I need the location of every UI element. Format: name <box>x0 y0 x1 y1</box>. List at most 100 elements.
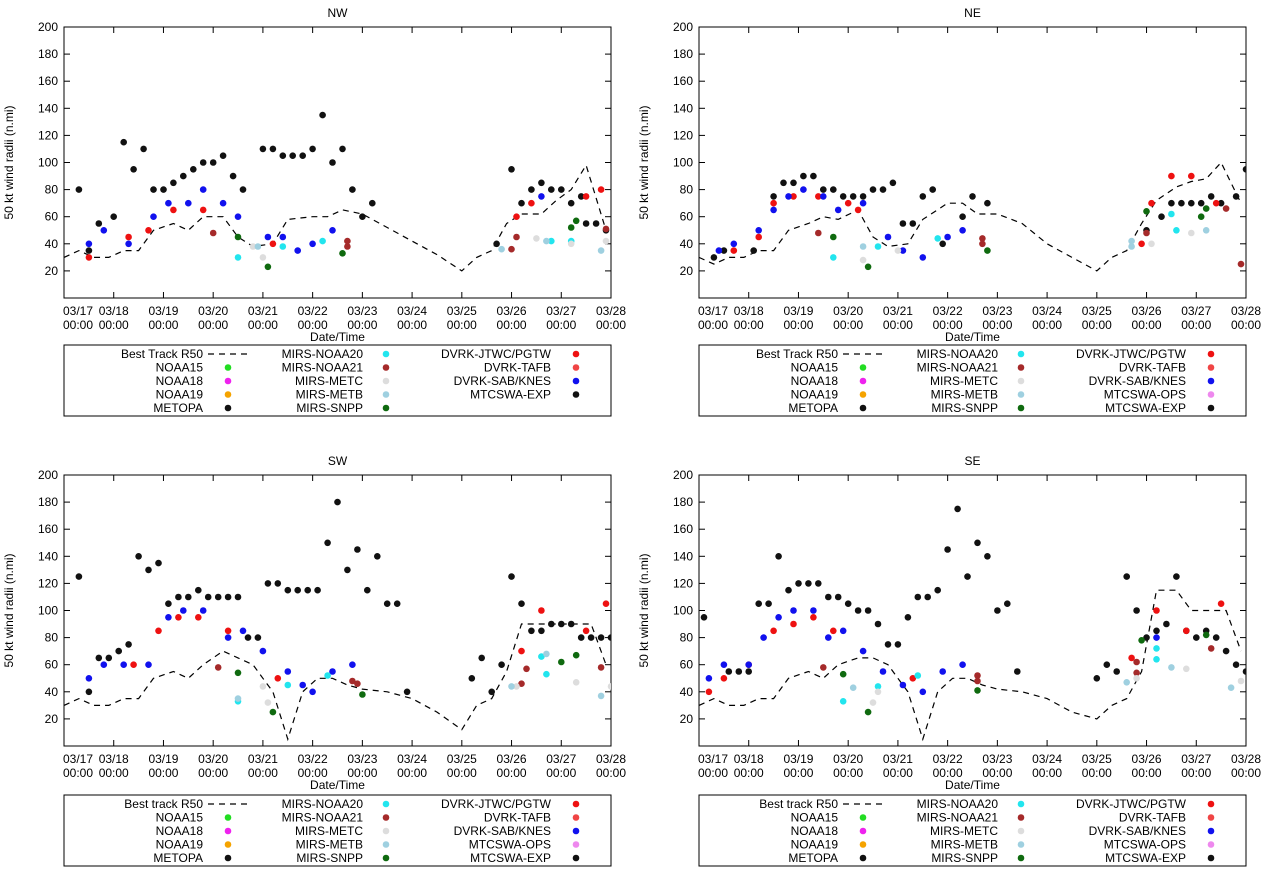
data-point <box>884 641 892 648</box>
data-point <box>710 254 718 261</box>
legend-marker <box>572 841 580 848</box>
data-point <box>115 647 122 655</box>
data-point <box>145 661 152 668</box>
y-tick-label: 60 <box>680 658 694 672</box>
data-point <box>1158 213 1165 220</box>
data-point <box>919 193 927 200</box>
panel-nw: NW2040608010012014016018020003/1700:0003… <box>2 6 630 417</box>
data-point <box>110 213 117 220</box>
x-tick-date-label: 03/22 <box>298 304 328 318</box>
data-point <box>1253 675 1260 682</box>
data-point <box>800 186 807 193</box>
legend-label: Best track R50 <box>759 797 838 811</box>
y-tick-label: 20 <box>680 712 694 726</box>
data-point <box>1188 229 1195 237</box>
data-point <box>839 670 847 678</box>
x-tick-date-label: 03/26 <box>497 304 527 318</box>
legend-frame <box>63 794 612 867</box>
y-tick-label: 60 <box>45 210 59 224</box>
legend-marker <box>572 377 580 385</box>
x-tick-time-label: 00:00 <box>248 766 278 780</box>
x-tick-date-label: 03/24 <box>1032 752 1062 766</box>
x-tick-time-label: 00:00 <box>596 766 626 780</box>
data-point <box>1168 172 1175 180</box>
legend-frame <box>698 344 1247 417</box>
legend-marker <box>382 841 390 848</box>
legend-marker <box>1207 827 1215 835</box>
data-point <box>1222 205 1230 212</box>
data-point <box>597 247 605 254</box>
y-tick-label: 60 <box>45 658 59 672</box>
data-point <box>309 145 316 153</box>
legend-marker <box>572 364 580 371</box>
x-tick-time-label: 00:00 <box>347 318 377 332</box>
data-point <box>755 227 762 234</box>
data-point <box>984 199 991 207</box>
data-point <box>95 220 103 227</box>
x-tick-time-label: 00:00 <box>1082 318 1112 332</box>
data-point <box>1232 661 1240 668</box>
data-point <box>130 166 137 173</box>
data-point <box>234 593 242 601</box>
data-point <box>219 199 227 207</box>
data-point <box>884 233 892 241</box>
series-dvrk-sab-knes <box>85 186 545 254</box>
x-tick-time-label: 00:00 <box>63 318 93 332</box>
data-point <box>403 688 411 696</box>
data-point <box>518 600 525 607</box>
y-tick-label: 80 <box>680 183 694 197</box>
legend-label: DVRK-SAB/KNES <box>1089 374 1186 388</box>
data-point <box>518 199 525 207</box>
data-point <box>1227 684 1235 691</box>
data-point <box>830 186 837 193</box>
x-tick-time-label: 00:00 <box>99 318 129 332</box>
data-point <box>587 634 595 641</box>
data-point <box>324 539 331 547</box>
panel-ne: NE2040608010012014016018020003/1700:0003… <box>637 6 1261 417</box>
x-tick-time-label: 00:00 <box>298 318 328 332</box>
data-point <box>175 614 182 621</box>
data-point <box>95 654 103 662</box>
y-tick-label: 80 <box>45 631 59 645</box>
panel-sw: SW2040608010012014016018020003/1700:0003… <box>2 454 630 867</box>
y-tick-label: 140 <box>38 101 58 115</box>
data-point <box>528 199 535 207</box>
data-point <box>85 675 93 682</box>
data-point <box>75 186 83 193</box>
data-point <box>830 627 837 635</box>
data-point <box>299 681 307 689</box>
legend-label: DVRK-TAFB <box>1119 361 1186 375</box>
data-point <box>1212 634 1220 641</box>
data-point <box>170 179 177 187</box>
legend-marker <box>1207 800 1215 808</box>
x-tick-date-label: 03/17 <box>63 752 93 766</box>
legend-label: METOPA <box>788 401 838 415</box>
data-point <box>239 186 247 193</box>
data-point <box>299 152 307 159</box>
legend-marker <box>382 350 390 358</box>
data-point <box>558 658 565 666</box>
data-point <box>165 600 172 607</box>
data-point <box>543 670 550 678</box>
data-point <box>874 683 882 690</box>
legend-label: DVRK-TAFB <box>484 361 551 375</box>
data-point <box>1143 208 1150 215</box>
data-point <box>229 172 237 180</box>
chart-title: SW <box>328 454 348 468</box>
data-point <box>309 240 316 248</box>
y-axis-label: 50 kt wind radii (n.mi) <box>637 105 651 219</box>
legend-marker <box>1017 841 1025 848</box>
x-tick-date-label: 03/25 <box>447 752 477 766</box>
data-point <box>319 111 326 119</box>
x-tick-date-label: 03/18 <box>734 304 764 318</box>
data-point <box>820 664 827 671</box>
legend-marker <box>1207 814 1215 821</box>
data-point <box>623 265 630 272</box>
data-point <box>602 225 610 233</box>
x-tick-time-label: 00:00 <box>883 318 913 332</box>
x-tick-time-label: 00:00 <box>833 766 863 780</box>
legend-marker <box>1017 404 1025 412</box>
data-point <box>869 699 877 706</box>
data-point <box>623 713 630 720</box>
